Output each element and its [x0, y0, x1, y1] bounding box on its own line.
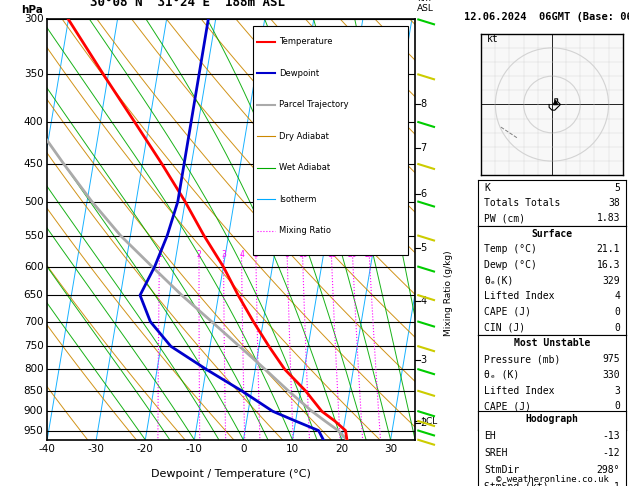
Text: Lifted Index: Lifted Index	[484, 291, 554, 301]
Text: © weatheronline.co.uk: © weatheronline.co.uk	[496, 474, 608, 484]
Text: CAPE (J): CAPE (J)	[484, 307, 531, 317]
Text: Dewpoint: Dewpoint	[279, 69, 319, 78]
Text: LCL: LCL	[421, 417, 437, 426]
Text: 6: 6	[421, 190, 427, 199]
Text: CIN (J): CIN (J)	[484, 323, 525, 332]
Text: 21.1: 21.1	[596, 244, 620, 255]
FancyBboxPatch shape	[253, 26, 408, 255]
Text: 4: 4	[421, 295, 427, 306]
Text: Dewpoint / Temperature (°C): Dewpoint / Temperature (°C)	[151, 469, 311, 479]
Text: 298°: 298°	[596, 465, 620, 475]
Text: Temp (°C): Temp (°C)	[484, 244, 537, 255]
Text: 500: 500	[24, 197, 43, 207]
Text: 0: 0	[614, 307, 620, 317]
Text: 3: 3	[221, 250, 226, 259]
Text: 30°08'N  31°24'E  188m ASL: 30°08'N 31°24'E 188m ASL	[89, 0, 284, 9]
Text: -20: -20	[137, 444, 153, 454]
Text: K: K	[484, 183, 490, 192]
Text: 900: 900	[24, 406, 43, 417]
Text: Lifted Index: Lifted Index	[484, 385, 554, 396]
Text: Hodograph: Hodograph	[525, 414, 579, 424]
Text: 5: 5	[253, 250, 259, 259]
Text: θₑ(K): θₑ(K)	[484, 276, 513, 286]
Text: 2: 2	[421, 418, 427, 428]
Text: 330: 330	[603, 370, 620, 380]
Text: EH: EH	[484, 431, 496, 441]
Text: 10: 10	[286, 444, 299, 454]
Text: 3: 3	[614, 385, 620, 396]
Text: 20: 20	[335, 444, 348, 454]
Text: km
ASL: km ASL	[417, 0, 434, 13]
Text: 8: 8	[421, 99, 427, 109]
Text: 600: 600	[24, 261, 43, 272]
Text: Dry Adiabat: Dry Adiabat	[279, 132, 329, 140]
Text: CAPE (J): CAPE (J)	[484, 401, 531, 412]
Text: 329: 329	[603, 276, 620, 286]
Text: StmDir: StmDir	[484, 465, 519, 475]
Text: 950: 950	[24, 426, 43, 435]
Text: 7: 7	[421, 143, 427, 153]
Text: 15: 15	[327, 250, 337, 259]
Text: Mixing Ratio (g/kg): Mixing Ratio (g/kg)	[443, 250, 453, 335]
Text: kt: kt	[487, 34, 499, 44]
Text: hPa: hPa	[21, 5, 43, 15]
Text: Temperature: Temperature	[279, 37, 333, 46]
Text: Mixing Ratio: Mixing Ratio	[279, 226, 331, 235]
Text: Wet Adiabat: Wet Adiabat	[279, 163, 330, 172]
Text: PW (cm): PW (cm)	[484, 213, 525, 223]
Text: -13: -13	[603, 431, 620, 441]
Text: 4: 4	[239, 250, 244, 259]
Text: 20: 20	[348, 250, 358, 259]
Text: 8: 8	[285, 250, 290, 259]
Text: SREH: SREH	[484, 448, 508, 458]
Text: Pressure (mb): Pressure (mb)	[484, 354, 560, 364]
Text: 0: 0	[614, 417, 620, 427]
Text: Dewp (°C): Dewp (°C)	[484, 260, 537, 270]
Text: 10: 10	[298, 250, 308, 259]
Text: 0: 0	[240, 444, 247, 454]
Text: 1: 1	[157, 250, 162, 259]
Text: 16.3: 16.3	[596, 260, 620, 270]
Text: 38: 38	[608, 198, 620, 208]
Text: -30: -30	[88, 444, 104, 454]
Text: 2: 2	[197, 250, 201, 259]
Text: 1: 1	[614, 482, 620, 486]
Text: Isotherm: Isotherm	[279, 195, 316, 204]
Text: -40: -40	[39, 444, 55, 454]
Text: 30: 30	[384, 444, 397, 454]
Text: 400: 400	[24, 117, 43, 127]
Text: 700: 700	[24, 317, 43, 327]
Text: 5: 5	[421, 243, 427, 253]
Text: 0: 0	[614, 401, 620, 412]
Text: 1.83: 1.83	[596, 213, 620, 223]
Text: Surface: Surface	[532, 229, 572, 239]
Text: 0: 0	[614, 323, 620, 332]
Text: 300: 300	[24, 15, 43, 24]
Text: 4: 4	[614, 291, 620, 301]
Text: CIN (J): CIN (J)	[484, 417, 525, 427]
Text: 650: 650	[24, 290, 43, 300]
Text: 25: 25	[365, 250, 374, 259]
Text: 975: 975	[603, 354, 620, 364]
Text: 550: 550	[24, 231, 43, 241]
Text: θₑ (K): θₑ (K)	[484, 370, 519, 380]
Text: -12: -12	[603, 448, 620, 458]
Text: 450: 450	[24, 159, 43, 169]
Text: StmSpd (kt): StmSpd (kt)	[484, 482, 548, 486]
Text: 350: 350	[24, 69, 43, 79]
Text: 850: 850	[24, 386, 43, 396]
Text: Totals Totals: Totals Totals	[484, 198, 560, 208]
Text: Most Unstable: Most Unstable	[514, 338, 590, 348]
Text: 3: 3	[421, 355, 427, 365]
Text: 750: 750	[24, 341, 43, 351]
Text: 5: 5	[614, 183, 620, 192]
Text: Parcel Trajectory: Parcel Trajectory	[279, 100, 348, 109]
Text: 12.06.2024  06GMT (Base: 06): 12.06.2024 06GMT (Base: 06)	[464, 12, 629, 22]
Text: 800: 800	[24, 364, 43, 374]
Text: -10: -10	[186, 444, 203, 454]
